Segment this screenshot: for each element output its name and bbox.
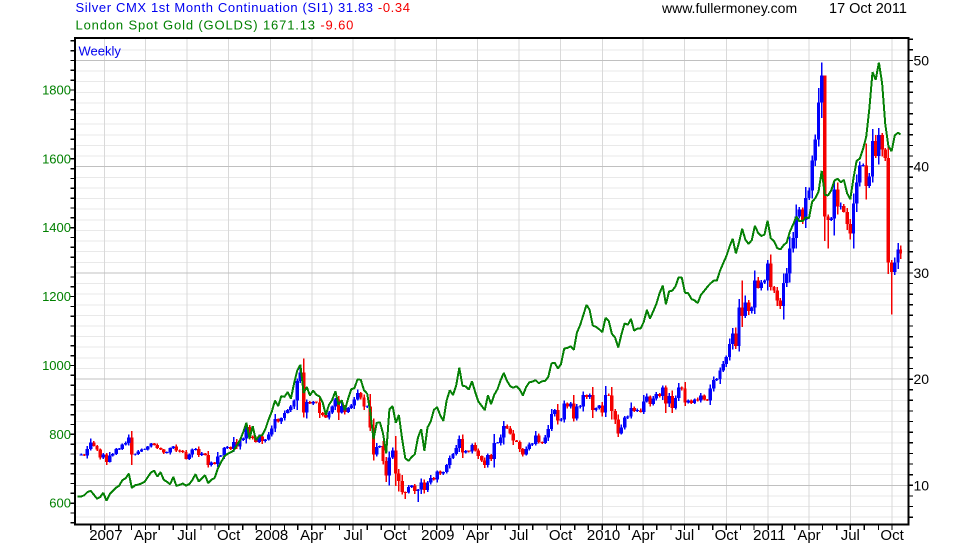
svg-text:Oct: Oct (383, 527, 407, 544)
svg-text:2007: 2007 (89, 527, 122, 544)
svg-text:Apr: Apr (632, 527, 655, 544)
svg-text:Apr: Apr (466, 527, 489, 544)
svg-text:Jul: Jul (509, 527, 528, 544)
svg-text:Apr: Apr (134, 527, 157, 544)
svg-text:1600: 1600 (42, 151, 71, 166)
svg-text:2009: 2009 (421, 527, 454, 544)
svg-text:Silver CMX 1st Month Continuat: Silver CMX 1st Month Continuation (SI1) … (76, 0, 411, 15)
svg-text:Oct: Oct (880, 527, 904, 544)
svg-text:2010: 2010 (587, 527, 620, 544)
svg-text:2008: 2008 (255, 527, 288, 544)
svg-text:40: 40 (914, 159, 930, 175)
svg-text:2011: 2011 (753, 527, 785, 544)
svg-text:Apr: Apr (797, 527, 820, 544)
svg-text:1200: 1200 (42, 289, 71, 304)
svg-text:1400: 1400 (42, 220, 71, 235)
svg-text:Jul: Jul (344, 527, 363, 544)
svg-text:Jul: Jul (177, 527, 196, 544)
svg-text:Weekly: Weekly (79, 44, 122, 59)
svg-text:20: 20 (914, 371, 930, 387)
svg-text:Jul: Jul (675, 527, 694, 544)
svg-text:Oct: Oct (217, 527, 241, 544)
svg-text:30: 30 (914, 265, 930, 281)
svg-text:600: 600 (49, 496, 71, 511)
svg-text:800: 800 (49, 427, 71, 442)
svg-text:Oct: Oct (549, 527, 573, 544)
svg-text:10: 10 (914, 477, 930, 493)
svg-text:Oct: Oct (715, 527, 739, 544)
svg-text:Apr: Apr (300, 527, 323, 544)
svg-text:50: 50 (914, 53, 930, 69)
svg-text:17 Oct 2011: 17 Oct 2011 (829, 1, 907, 17)
svg-text:1000: 1000 (42, 358, 71, 373)
svg-text:Jul: Jul (841, 527, 860, 544)
svg-text:1800: 1800 (42, 83, 71, 98)
svg-text:London Spot Gold (GOLDS) 1671.: London Spot Gold (GOLDS) 1671.13 -9.60 (76, 18, 355, 33)
svg-text:www.fullermoney.com: www.fullermoney.com (661, 0, 797, 16)
